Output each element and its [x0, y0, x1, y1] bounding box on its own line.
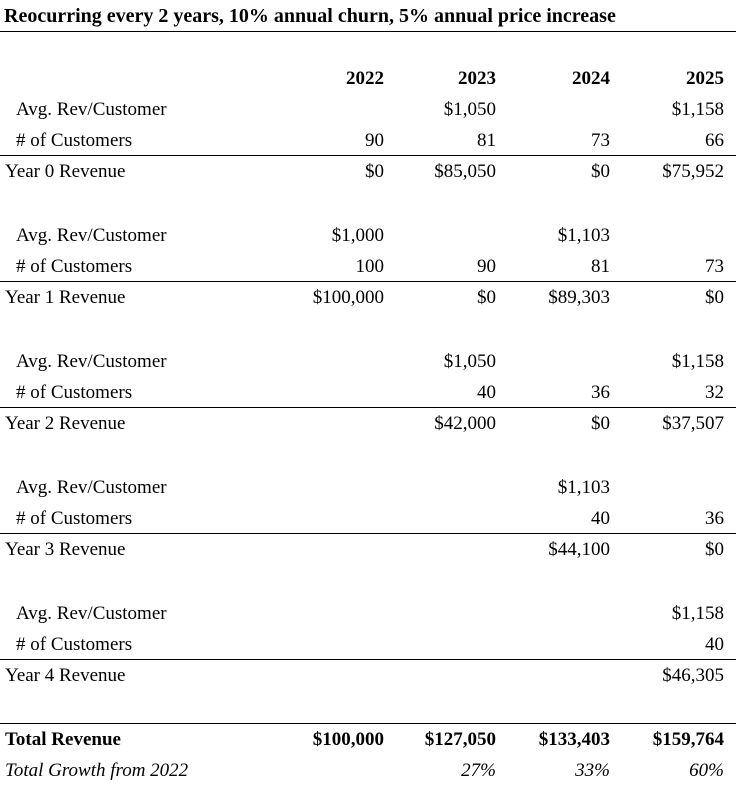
avg-rev-label: Avg. Rev/Customer — [16, 351, 167, 372]
customers-cell: 36 — [591, 382, 610, 403]
revenue-cell: $44,100 — [548, 539, 610, 560]
row-divider — [0, 281, 736, 282]
year-header-2025: 2025 — [686, 68, 724, 89]
revenue-cell: $85,050 — [434, 161, 496, 182]
block-1-cust-row: # of Customers 100 90 81 73 — [0, 254, 736, 280]
row-divider — [0, 659, 736, 660]
table-title: Reocurring every 2 years, 10% annual chu… — [4, 5, 616, 27]
customers-cell: 36 — [705, 508, 724, 529]
avg-rev-cell: $1,000 — [331, 225, 384, 246]
customers-label: # of Customers — [16, 256, 133, 277]
revenue-label: Year 4 Revenue — [5, 665, 126, 686]
customers-label: # of Customers — [16, 130, 133, 151]
year-header-2024: 2024 — [572, 68, 610, 89]
avg-rev-cell: $1,158 — [671, 351, 724, 372]
customers-cell: 40 — [477, 382, 496, 403]
customers-cell: 73 — [705, 256, 724, 277]
total-revenue-cell: $100,000 — [312, 729, 384, 750]
block-0-cust-row: # of Customers 90 81 73 66 — [0, 128, 736, 154]
avg-rev-label: Avg. Rev/Customer — [16, 477, 167, 498]
avg-rev-cell: $1,103 — [557, 225, 610, 246]
revenue-cell: $0 — [591, 161, 610, 182]
customers-label: # of Customers — [16, 508, 133, 529]
revenue-cell: $89,303 — [548, 287, 610, 308]
total-revenue-cell: $133,403 — [538, 729, 610, 750]
customers-cell: 73 — [591, 130, 610, 151]
customers-cell: 81 — [591, 256, 610, 277]
block-0-avg-row: Avg. Rev/Customer $1,050 $1,158 — [0, 97, 736, 123]
avg-rev-cell: $1,158 — [671, 99, 724, 120]
revenue-label: Year 1 Revenue — [5, 287, 126, 308]
revenue-label: Year 2 Revenue — [5, 413, 126, 434]
revenue-cell: $0 — [705, 287, 724, 308]
customers-cell: 90 — [365, 130, 384, 151]
row-divider — [0, 533, 736, 534]
avg-rev-label: Avg. Rev/Customer — [16, 99, 167, 120]
total-revenue-cell: $159,764 — [652, 729, 724, 750]
growth-cell: 27% — [461, 760, 496, 781]
growth-cell: 60% — [689, 760, 724, 781]
total-revenue-row: Total Revenue $100,000 $127,050 $133,403… — [0, 727, 736, 753]
block-2-avg-row: Avg. Rev/Customer $1,050 $1,158 — [0, 349, 736, 375]
title-underline — [0, 31, 736, 32]
block-2-revenue-row: Year 2 Revenue $42,000 $0 $37,507 — [0, 411, 736, 437]
customers-cell: 32 — [705, 382, 724, 403]
total-revenue-label: Total Revenue — [5, 729, 121, 750]
revenue-label: Year 3 Revenue — [5, 539, 126, 560]
customers-cell: 66 — [705, 130, 724, 151]
block-2-cust-row: # of Customers 40 36 32 — [0, 380, 736, 406]
block-3-revenue-row: Year 3 Revenue $44,100 $0 — [0, 537, 736, 563]
avg-rev-label: Avg. Rev/Customer — [16, 603, 167, 624]
avg-rev-label: Avg. Rev/Customer — [16, 225, 167, 246]
block-4-revenue-row: Year 4 Revenue $46,305 — [0, 663, 736, 689]
avg-rev-cell: $1,050 — [443, 351, 496, 372]
block-3-avg-row: Avg. Rev/Customer $1,103 — [0, 475, 736, 501]
customers-cell: 40 — [705, 634, 724, 655]
total-divider — [0, 723, 736, 724]
revenue-cell: $100,000 — [312, 287, 384, 308]
block-4-cust-row: # of Customers 40 — [0, 632, 736, 658]
block-1-avg-row: Avg. Rev/Customer $1,000 $1,103 — [0, 223, 736, 249]
total-growth-label: Total Growth from 2022 — [5, 760, 189, 781]
total-growth-row: Total Growth from 2022 27% 33% 60% — [0, 758, 736, 784]
revenue-cell: $46,305 — [662, 665, 724, 686]
avg-rev-cell: $1,158 — [671, 603, 724, 624]
avg-rev-cell: $1,050 — [443, 99, 496, 120]
total-revenue-cell: $127,050 — [424, 729, 496, 750]
revenue-label: Year 0 Revenue — [5, 161, 126, 182]
customers-cell: 40 — [591, 508, 610, 529]
revenue-cell: $0 — [591, 413, 610, 434]
revenue-cell: $75,952 — [662, 161, 724, 182]
row-divider — [0, 407, 736, 408]
block-0-revenue-row: Year 0 Revenue $0 $85,050 $0 $75,952 — [0, 159, 736, 185]
customers-label: # of Customers — [16, 634, 133, 655]
customers-cell: 90 — [477, 256, 496, 277]
year-header-2022: 2022 — [346, 68, 384, 89]
revenue-cell: $0 — [365, 161, 384, 182]
customers-label: # of Customers — [16, 382, 133, 403]
revenue-cell: $37,507 — [662, 413, 724, 434]
customers-cell: 81 — [477, 130, 496, 151]
year-header-row: 2022 2023 2024 2025 — [0, 66, 736, 92]
block-1-revenue-row: Year 1 Revenue $100,000 $0 $89,303 $0 — [0, 285, 736, 311]
year-header-2023: 2023 — [458, 68, 496, 89]
growth-cell: 33% — [575, 760, 610, 781]
revenue-cell: $42,000 — [434, 413, 496, 434]
customers-cell: 100 — [355, 256, 385, 277]
revenue-cell: $0 — [477, 287, 496, 308]
avg-rev-cell: $1,103 — [557, 477, 610, 498]
revenue-cell: $0 — [705, 539, 724, 560]
row-divider — [0, 155, 736, 156]
block-3-cust-row: # of Customers 40 36 — [0, 506, 736, 532]
block-4-avg-row: Avg. Rev/Customer $1,158 — [0, 601, 736, 627]
